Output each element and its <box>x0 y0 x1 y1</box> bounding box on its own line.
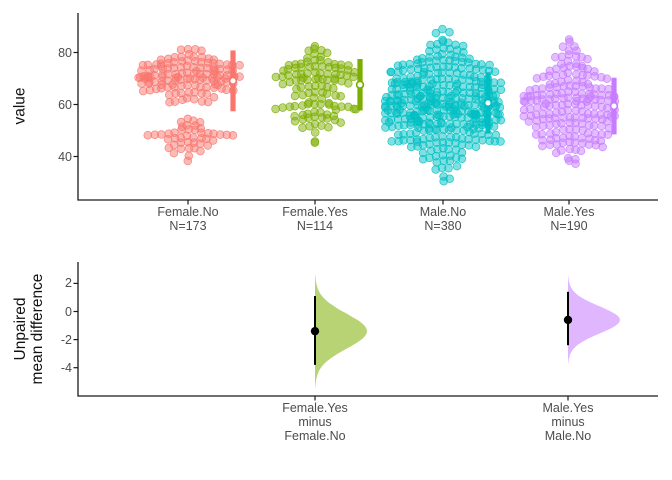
axis-line <box>77 13 658 201</box>
mean-marker <box>483 98 493 108</box>
gapped-bar-Female.No <box>228 50 238 112</box>
group-name: Female.Yes <box>282 205 348 219</box>
comparison-line: minus <box>298 415 332 429</box>
comparison-line: minus <box>551 415 585 429</box>
y-tick-label: 40 <box>58 149 72 164</box>
group-label-male-yes: Male.Yes N=190 <box>503 205 635 233</box>
swarm-group-Male.No <box>380 24 506 186</box>
gapped-bar-Female.Yes <box>355 59 365 111</box>
halfviolin-Male.Yes <box>563 276 620 364</box>
comparison-line: Male.No <box>544 429 592 443</box>
group-n: N=190 <box>550 219 588 233</box>
mean-marker <box>355 80 365 89</box>
mean-difference-axis-title-text: Unpaired mean difference <box>12 273 46 385</box>
y-tick-label: 2 <box>65 276 72 291</box>
axis-line <box>77 262 658 397</box>
group-label-male-no: Male.No N=380 <box>377 205 509 233</box>
mean-difference-dot <box>310 326 320 336</box>
comparison-label-female: Female.Yes minus Female.No <box>249 401 381 443</box>
mean-difference-dot <box>563 315 573 325</box>
comparison-line: Male.Yes <box>542 401 594 415</box>
mean-marker <box>609 101 619 111</box>
group-n: N=173 <box>169 219 207 233</box>
group-name: Male.Yes <box>543 205 595 219</box>
group-n: N=380 <box>424 219 462 233</box>
group-name: Male.No <box>419 205 467 219</box>
swarm-group-Male.Yes <box>519 35 620 169</box>
swarm-group-Female.No <box>134 44 244 166</box>
halfviolin-Female.Yes <box>310 275 367 388</box>
value-axis-title-text: value <box>11 87 29 125</box>
comparison-line: Female.Yes <box>282 401 348 415</box>
y-tick-label: -2 <box>60 332 72 347</box>
y-tick-label: 0 <box>65 304 72 319</box>
group-label-female-no: Female.No N=173 <box>122 205 254 233</box>
y-tick-label: -4 <box>60 360 72 375</box>
mean-marker <box>228 76 238 86</box>
group-name: Female.No <box>157 205 219 219</box>
comparison-label-male: Male.Yes minus Male.No <box>502 401 634 443</box>
y-tick-label: 60 <box>58 97 72 112</box>
swarm-group-Female.Yes <box>271 42 361 148</box>
y-tick-label: 80 <box>58 45 72 60</box>
gapped-bar-Male.Yes <box>609 77 619 135</box>
gapped-bar-Male.No <box>483 72 493 134</box>
comparison-line: Female.No <box>284 429 346 443</box>
group-label-female-yes: Female.Yes N=114 <box>249 205 381 233</box>
group-n: N=114 <box>296 219 334 233</box>
